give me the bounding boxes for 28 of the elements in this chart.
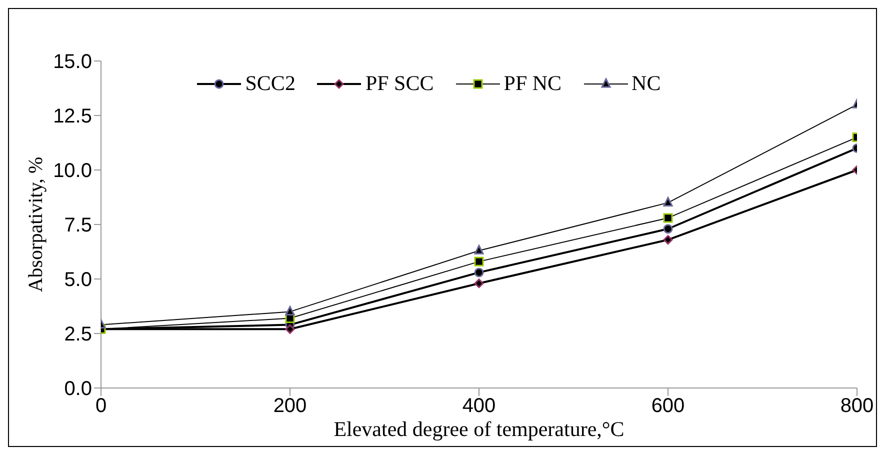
legend-label: SCC2 [245,71,296,96]
legend-label: PF SCC [365,71,434,96]
point [474,256,484,266]
point [663,224,673,234]
legend-label: NC [632,71,661,96]
y-tick-label: 15.0 [53,51,92,74]
point [663,213,673,223]
point [285,324,295,334]
y-tick-label: 5.0 [64,269,92,292]
x-tick-label: 400 [462,395,496,418]
y-tick-label: 0.0 [64,378,92,400]
y-tick-label: 10.0 [53,160,92,182]
x-tick-label: 600 [651,395,685,418]
y-tick-label: 2.5 [64,324,92,346]
point [474,244,484,254]
y-axis-title: Absorpativity, % [25,156,48,292]
y-tick-label: 12.5 [53,106,92,128]
legend-label: PF NC [504,71,562,96]
x-axis-title: Elevated degree of temperature,°C [334,417,624,441]
y-tick-label: 7.5 [64,214,92,237]
point [285,306,295,316]
point [663,196,673,206]
point [474,278,484,288]
point [474,268,484,278]
x-tick-label: 200 [273,395,307,418]
x-tick-label: 800 [840,395,874,418]
point [663,235,673,245]
x-tick-label: 0 [95,395,107,418]
